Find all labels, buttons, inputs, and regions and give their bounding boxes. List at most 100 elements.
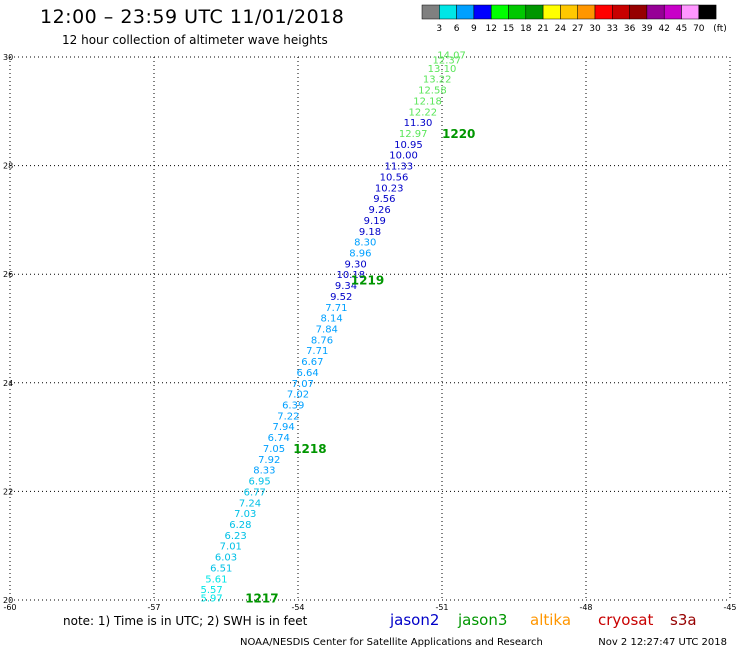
legend-label: 21 — [537, 24, 548, 34]
color-scale-legend: 3 6 9 12 15 18 21 24 27 30 33 36 39 42 45 70 (ft) — [421, 4, 727, 34]
wave-height-value: 6.23 — [224, 531, 246, 542]
x-tick-label: -57 — [147, 603, 160, 612]
wave-height-value: 6.28 — [229, 520, 251, 531]
wave-height-value: 9.18 — [359, 227, 381, 238]
wave-height-value: 8.33 — [253, 466, 275, 477]
legend-swatch — [663, 4, 682, 20]
time-label: 1220 — [442, 127, 475, 141]
wave-height-value: 6.77 — [244, 487, 266, 498]
legend-swatch — [629, 4, 648, 20]
y-tick-label: 30 — [3, 53, 13, 62]
legend-label: 24 — [555, 24, 567, 34]
wave-height-value: 7.22 — [277, 411, 299, 422]
y-tick-label: 28 — [3, 162, 13, 171]
wave-height-value: 9.56 — [373, 194, 395, 205]
legend-label: 39 — [641, 24, 653, 34]
legend-swatch — [421, 4, 440, 20]
x-tick-label: -48 — [579, 603, 592, 612]
wave-height-value: 12.22 — [408, 107, 437, 118]
axis-tick-labels: -60 -57 -54 -51 -48 -45 20 22 24 26 28 30 — [3, 53, 737, 612]
wave-height-value: 6.51 — [210, 563, 232, 574]
wave-height-value: 9.52 — [330, 292, 352, 303]
legend-label: 3 — [436, 24, 442, 34]
legend-label: 15 — [503, 24, 514, 34]
wave-height-value: 10.00 — [389, 151, 418, 162]
wave-height-value: 9.19 — [364, 216, 386, 227]
wave-height-value: 10.95 — [394, 140, 423, 151]
wave-height-value: 8.14 — [320, 314, 342, 325]
wave-height-value: 7.02 — [287, 390, 309, 401]
footer-note: note: 1) Time is in UTC; 2) SWH is in fe… — [63, 614, 308, 628]
time-labels: 1217 1218 1219 1220 — [245, 127, 475, 605]
legend-label: 42 — [658, 24, 669, 34]
legend-swatch — [542, 4, 561, 20]
wave-height-value: 6.03 — [215, 553, 237, 564]
wave-height-value: 9.26 — [368, 205, 390, 216]
legend-swatch — [698, 4, 717, 20]
legend-label: 18 — [520, 24, 532, 34]
wave-height-value: 6.39 — [282, 401, 304, 412]
legend-label: 6 — [454, 24, 460, 34]
wave-height-value: 7.24 — [239, 498, 261, 509]
wave-height-value: 7.07 — [292, 379, 314, 390]
legend-swatch — [577, 4, 596, 20]
satellite-legend-jason3: jason3 — [457, 611, 507, 629]
wave-height-value: 10.56 — [380, 172, 409, 183]
wave-height-points: 5.975.575.616.516.037.016.236.287.037.24… — [200, 50, 465, 604]
footer-timestamp: Nov 2 12:27:47 UTC 2018 — [598, 637, 727, 648]
wave-height-value: 10.18 — [336, 270, 365, 281]
legend-swatch — [681, 4, 700, 20]
wave-height-value: 9.30 — [344, 259, 366, 270]
legend-swatch — [490, 4, 509, 20]
time-label: 1218 — [293, 442, 326, 456]
legend-swatch — [456, 4, 475, 20]
chart-title: 12:00 – 23:59 UTC 11/01/2018 — [40, 6, 345, 28]
wave-height-value: 9.34 — [335, 281, 357, 292]
wave-height-value: 8.76 — [311, 335, 333, 346]
legend-unit: (ft) — [713, 24, 727, 34]
legend-label: 70 — [693, 24, 705, 34]
wave-height-value: 5.61 — [205, 574, 227, 585]
legend-swatch — [439, 4, 457, 20]
wave-height-value: 13.10 — [428, 64, 457, 75]
satellite-legend-altika: altika — [530, 611, 571, 629]
y-tick-label: 22 — [3, 487, 13, 496]
satellite-legend-s3a: s3a — [670, 611, 697, 629]
wave-height-value: 5.97 — [200, 593, 222, 604]
legend-label: 33 — [607, 24, 618, 34]
y-tick-label: 24 — [3, 379, 13, 388]
wave-height-value: 6.67 — [301, 357, 323, 368]
wave-height-value: 8.96 — [349, 248, 371, 259]
wave-height-value: 6.95 — [248, 477, 270, 488]
wave-height-value: 5.57 — [200, 585, 222, 596]
wave-height-value: 12.58 — [418, 86, 447, 97]
wave-height-value: 7.71 — [325, 303, 347, 314]
wave-height-value: 13.22 — [423, 75, 452, 86]
footer-credit: NOAA/NESDIS Center for Satellite Applica… — [240, 637, 543, 648]
legend-swatch — [473, 4, 492, 20]
time-label: 1219 — [351, 274, 384, 288]
x-tick-label: -45 — [723, 603, 736, 612]
wave-height-value: 8.30 — [354, 238, 376, 249]
wave-height-value: 12.18 — [413, 96, 442, 107]
satellite-legend-cryosat: cryosat — [598, 611, 653, 629]
x-tick-label: -54 — [291, 603, 304, 612]
legend-label: 30 — [589, 24, 601, 34]
legend-label: 27 — [572, 24, 583, 34]
y-tick-label: 20 — [3, 596, 13, 605]
y-tick-label: 26 — [3, 270, 13, 279]
wave-height-value: 14.07 — [437, 50, 466, 61]
legend-label: 9 — [471, 24, 477, 34]
satellite-legend-jason2: jason2 — [389, 611, 439, 629]
wave-height-value: 7.03 — [234, 509, 256, 520]
wave-height-value: 7.92 — [258, 455, 280, 466]
wave-height-value: 12.97 — [399, 129, 428, 140]
wave-height-value: 7.71 — [306, 346, 328, 357]
legend-swatch — [594, 4, 613, 20]
x-tick-label: -60 — [3, 603, 16, 612]
wave-height-value: 12.37 — [432, 56, 461, 67]
legend-swatch — [525, 4, 544, 20]
chart-footer: note: 1) Time is in UTC; 2) SWH is in fe… — [63, 611, 727, 648]
x-tick-label: -51 — [435, 603, 448, 612]
